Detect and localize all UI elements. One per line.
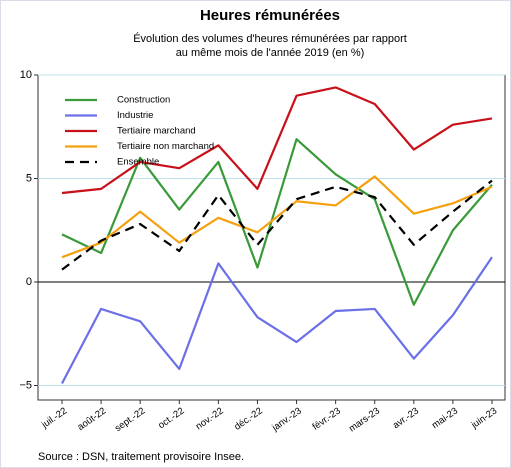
y-tick-label: 5 xyxy=(26,172,32,184)
chart-title: Heures rémunérées xyxy=(200,7,340,24)
series-line xyxy=(61,179,493,271)
chart-subtitle: Évolution des volumes d'heures rémunérée… xyxy=(133,32,407,45)
legend-label: Tertiaire non marchand xyxy=(117,141,214,152)
legend-label: Ensemble xyxy=(117,157,159,168)
plot-area xyxy=(37,74,506,401)
series-line xyxy=(61,175,493,259)
series-line xyxy=(61,256,493,384)
series-line xyxy=(61,86,493,195)
source: Source : DSN, traitement provisoire Inse… xyxy=(38,451,244,463)
series-line xyxy=(61,138,493,306)
y-tick-label: 10 xyxy=(20,69,32,81)
y-tick-label: 0 xyxy=(26,276,32,288)
legend-label: Construction xyxy=(117,95,170,106)
chart-subtitle: au même mois de l'année 2019 (en %) xyxy=(176,47,365,59)
legend-label: Industrie xyxy=(117,110,153,121)
y-tick-label: −5 xyxy=(19,379,32,391)
legend-label: Tertiaire marchand xyxy=(117,126,196,137)
